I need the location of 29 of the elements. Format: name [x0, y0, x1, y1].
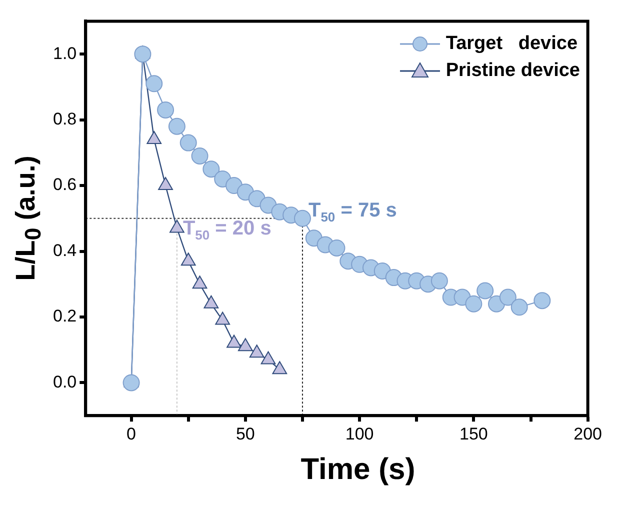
y-tick-label: 0.0	[52, 372, 77, 392]
x-tick-label: 200	[574, 424, 602, 444]
point	[465, 295, 482, 312]
point	[499, 288, 516, 306]
y-tick-label: 0.8	[52, 109, 77, 128]
point	[510, 298, 528, 316]
y-tick-label: 1.0	[52, 44, 77, 63]
point	[180, 134, 197, 152]
y-tick-label: 0.4	[52, 240, 77, 260]
point	[134, 46, 152, 63]
point	[191, 147, 208, 164]
x-tick-label: 100	[345, 424, 374, 444]
x-tick-label: 0	[126, 424, 136, 444]
x-tick-label: 50	[236, 424, 255, 444]
legend-label: Pristine device	[446, 59, 580, 83]
point	[122, 374, 140, 392]
point	[157, 101, 174, 118]
y-tick-label: 0.2	[52, 306, 77, 326]
point	[202, 160, 220, 178]
x-axis-title: Time (s)	[300, 453, 416, 487]
point	[168, 118, 186, 135]
y-tick-label: 0.6	[52, 175, 77, 194]
point	[430, 272, 448, 290]
point	[534, 292, 551, 310]
x-tick-label: 150	[459, 424, 488, 444]
legend-label: Target device	[446, 32, 578, 56]
point	[146, 75, 163, 92]
point	[328, 239, 346, 256]
point	[476, 282, 494, 300]
